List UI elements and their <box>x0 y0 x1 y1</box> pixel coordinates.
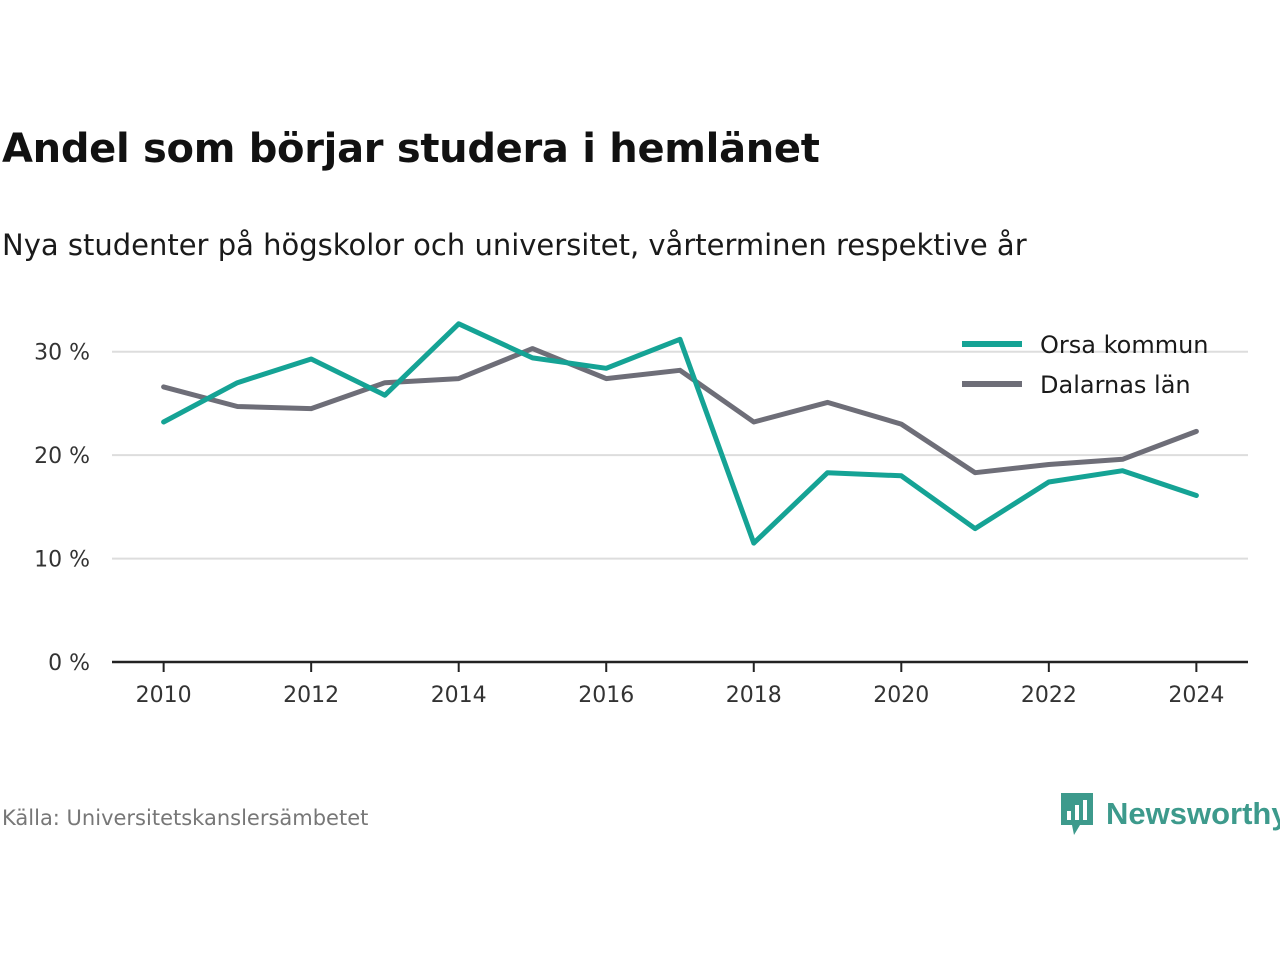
chart-subtitle: Nya studenter på högskolor och universit… <box>2 228 1027 262</box>
series-line-0 <box>161 321 1199 546</box>
source-note: Källa: Universitetskanslersämbetet <box>2 806 369 830</box>
x-tick-label: 2022 <box>1021 683 1077 708</box>
legend: Orsa kommun Dalarnas län <box>962 331 1209 399</box>
y-tick-label: 0 % <box>48 651 90 676</box>
legend-label: Orsa kommun <box>1040 331 1209 359</box>
x-axis-ticks: 2010 2012 2014 2016 2018 2020 2022 2024 <box>136 662 1224 708</box>
y-tick-label: 30 % <box>34 341 90 366</box>
x-tick-label: 2024 <box>1168 683 1224 708</box>
x-tick-label: 2014 <box>431 683 487 708</box>
y-tick-label: 10 % <box>34 548 90 573</box>
x-tick-label: 2016 <box>578 683 634 708</box>
brand-logo: Newsworthy <box>1058 790 1280 838</box>
chart-title: Andel som börjar studera i hemlänet <box>2 126 820 172</box>
x-tick-label: 2010 <box>136 683 192 708</box>
y-tick-label: 20 % <box>34 444 90 469</box>
gridlines <box>112 350 1248 560</box>
series-lines <box>161 321 1199 546</box>
y-axis-ticks: 0 % 10 % 20 % 30 % <box>34 341 90 676</box>
newsworthy-icon <box>1061 793 1093 835</box>
legend-label: Dalarnas län <box>1040 371 1191 399</box>
x-tick-label: 2020 <box>873 683 929 708</box>
x-tick-label: 2018 <box>726 683 782 708</box>
x-tick-label: 2012 <box>283 683 339 708</box>
series-line-1 <box>161 346 1199 476</box>
brand-name: Newsworthy <box>1106 796 1280 831</box>
